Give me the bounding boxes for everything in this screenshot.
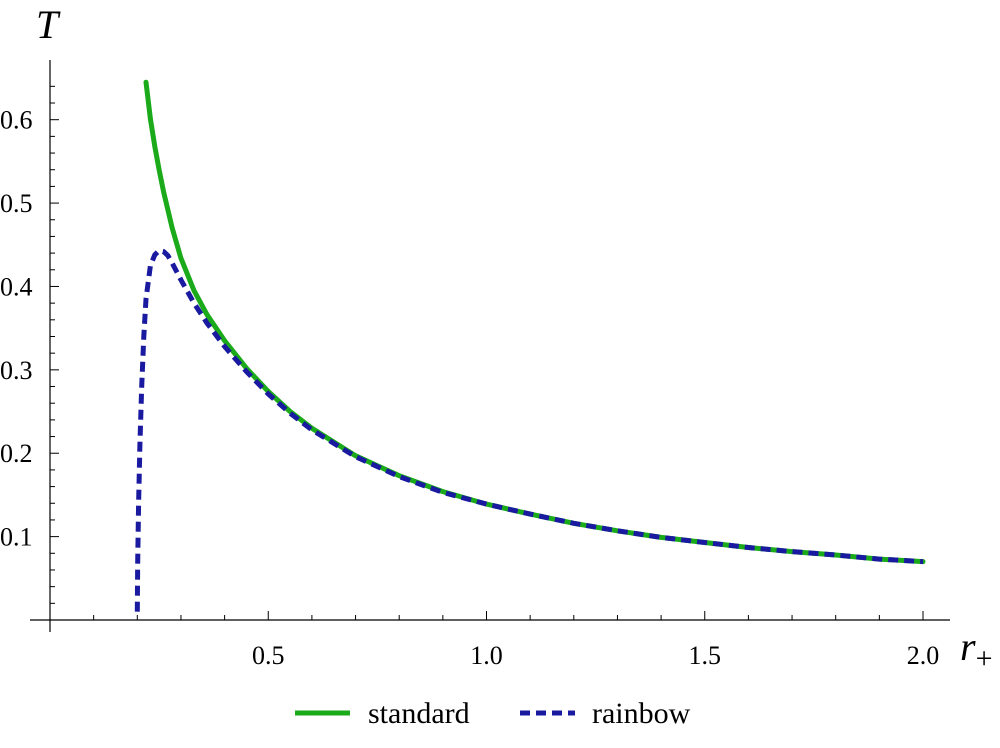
series-layer <box>134 79 926 612</box>
x-tick-label: 1.5 <box>689 641 722 670</box>
x-axis-title-subscript: + <box>976 642 993 675</box>
x-tick-label: 1.0 <box>470 641 503 670</box>
axes <box>30 60 950 632</box>
y-tick-label: 0.1 <box>0 523 33 552</box>
series-line-standard <box>143 79 926 565</box>
y-tick-label: 0.2 <box>0 439 33 468</box>
x-axis-title-main: r <box>960 624 976 669</box>
x-axis-title: r+ <box>960 624 993 675</box>
legend-label-rainbow: rainbow <box>592 697 691 730</box>
x-tick-label: 2.0 <box>907 641 940 670</box>
y-tick-label: 0.3 <box>0 356 33 385</box>
legend: standard rainbow <box>295 697 691 730</box>
x-tick-label: 0.5 <box>252 641 285 670</box>
series-line-rainbow <box>134 248 924 612</box>
y-axis-title: T <box>36 2 61 47</box>
axis-ticks <box>50 85 924 620</box>
y-tick-label: 0.4 <box>0 272 33 301</box>
legend-label-standard: standard <box>368 697 470 730</box>
tick-labels: 0.5 1.0 1.5 2.0 0.1 0.2 0.3 0.4 0.5 0.6 <box>0 106 939 670</box>
y-tick-label: 0.6 <box>0 106 33 135</box>
y-tick-label: 0.5 <box>0 189 33 218</box>
